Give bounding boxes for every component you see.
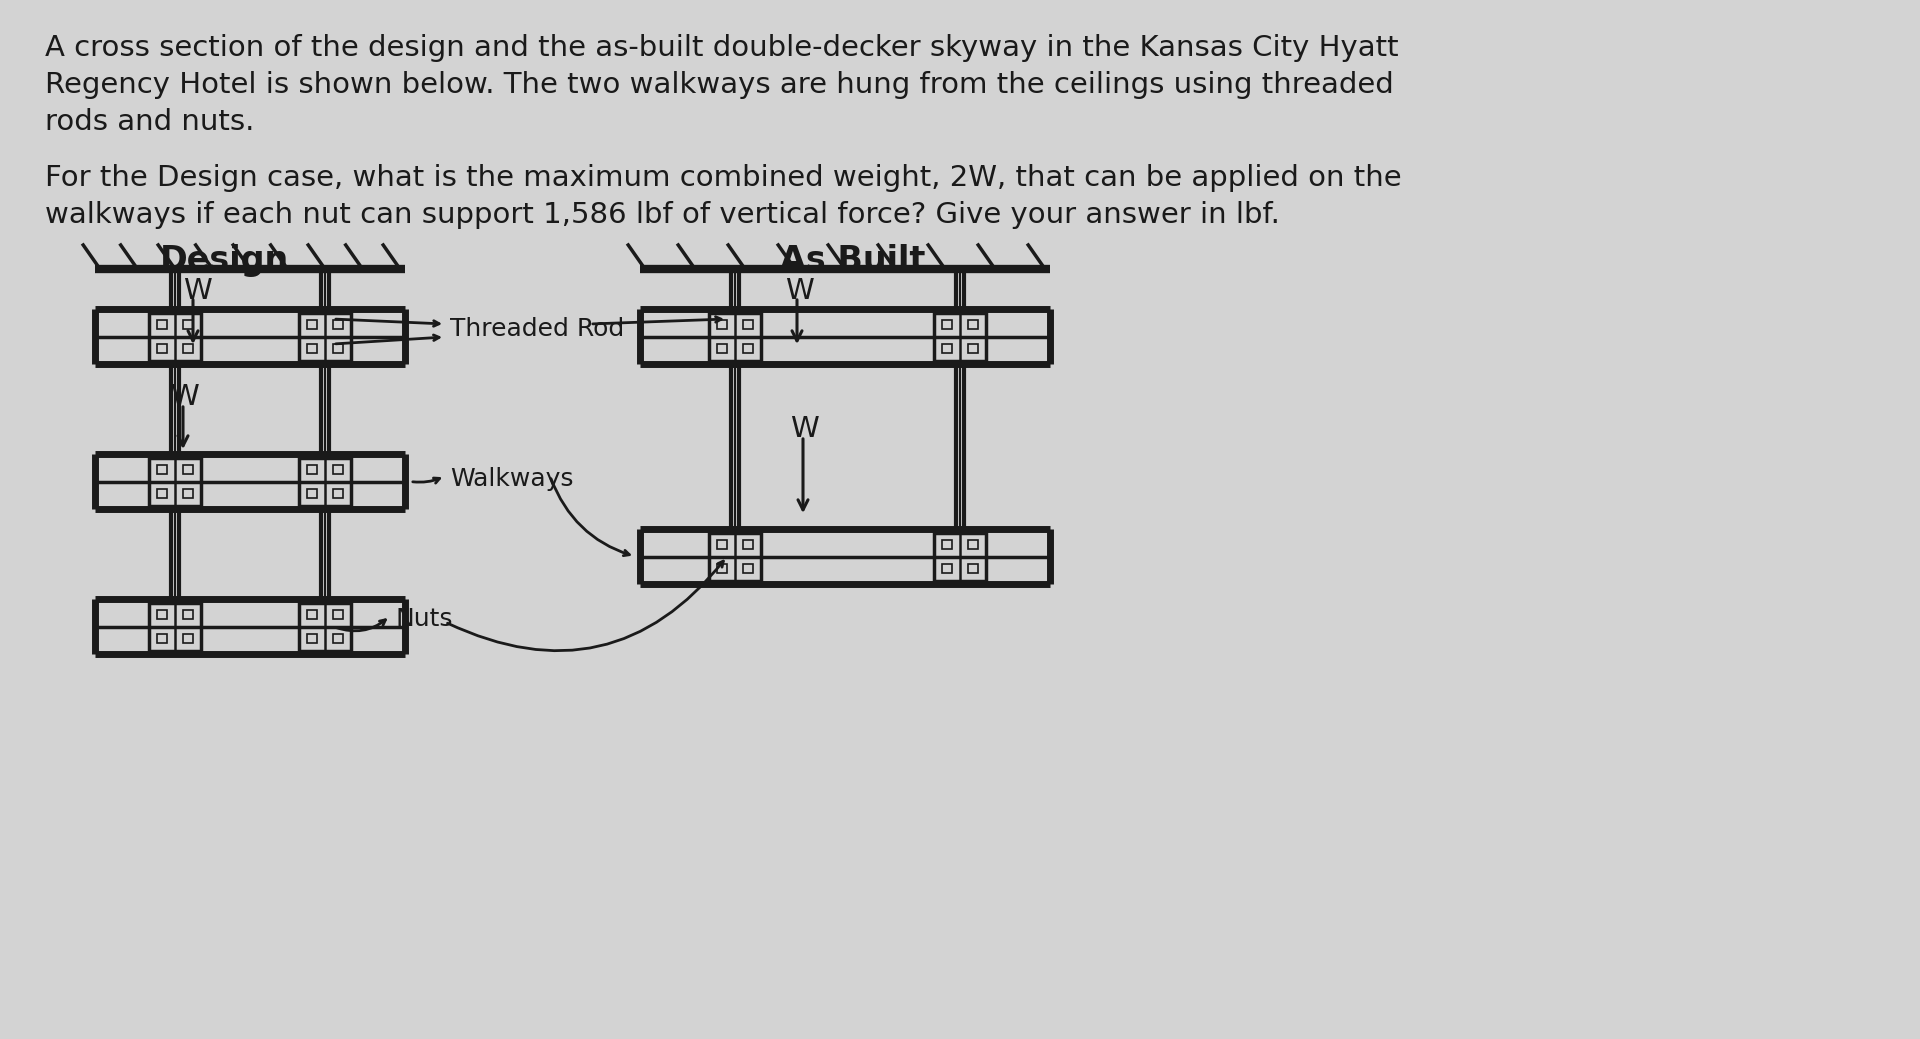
Bar [933,533,987,581]
Text: Walkways: Walkways [449,467,574,491]
Bar [157,610,167,619]
Bar [150,603,202,650]
Bar [943,540,952,549]
Bar [300,313,351,361]
Text: W: W [182,277,211,305]
Bar [334,320,342,329]
Bar [150,457,202,506]
Text: Regency Hotel is shown below. The two walkways are hung from the ceilings using : Regency Hotel is shown below. The two wa… [44,71,1394,99]
Bar [184,610,192,619]
Bar [157,464,167,474]
Bar [307,634,317,643]
Text: For the Design case, what is the maximum combined weight, 2W, that can be applie: For the Design case, what is the maximum… [44,164,1402,192]
Bar [334,610,342,619]
Bar [968,564,977,574]
Text: As Built: As Built [780,244,925,277]
Bar [184,489,192,498]
Bar [743,320,753,329]
Bar [307,344,317,353]
Bar [334,344,342,353]
Bar [184,344,192,353]
Bar [307,320,317,329]
Bar [968,320,977,329]
Bar [708,313,760,361]
Bar [718,344,726,353]
Bar [968,540,977,549]
Bar [743,344,753,353]
Bar [943,344,952,353]
Bar [184,320,192,329]
Bar [708,533,760,581]
Bar [157,634,167,643]
Bar [307,489,317,498]
Bar [943,564,952,574]
Bar [184,634,192,643]
Text: Design: Design [159,244,290,277]
Bar [300,603,351,650]
Bar [933,313,987,361]
Bar [334,464,342,474]
Bar [718,564,726,574]
Bar [743,564,753,574]
Bar [307,610,317,619]
Text: Threaded Rod: Threaded Rod [449,317,624,341]
Bar [300,457,351,506]
Bar [334,489,342,498]
Bar [150,313,202,361]
Bar [718,320,726,329]
Bar [334,634,342,643]
Bar [743,540,753,549]
Bar [157,320,167,329]
Text: Nuts: Nuts [396,607,453,631]
Text: W: W [789,415,818,443]
Text: W: W [785,277,814,305]
Bar [968,344,977,353]
Bar [943,320,952,329]
Text: walkways if each nut can support 1,586 lbf of vertical force? Give your answer i: walkways if each nut can support 1,586 l… [44,201,1281,229]
Bar [307,464,317,474]
Text: A cross section of the design and the as-built double-decker skyway in the Kansa: A cross section of the design and the as… [44,34,1398,62]
Text: rods and nuts.: rods and nuts. [44,108,253,136]
Bar [157,489,167,498]
Bar [718,540,726,549]
Bar [157,344,167,353]
Bar [184,464,192,474]
Text: W: W [171,383,200,411]
